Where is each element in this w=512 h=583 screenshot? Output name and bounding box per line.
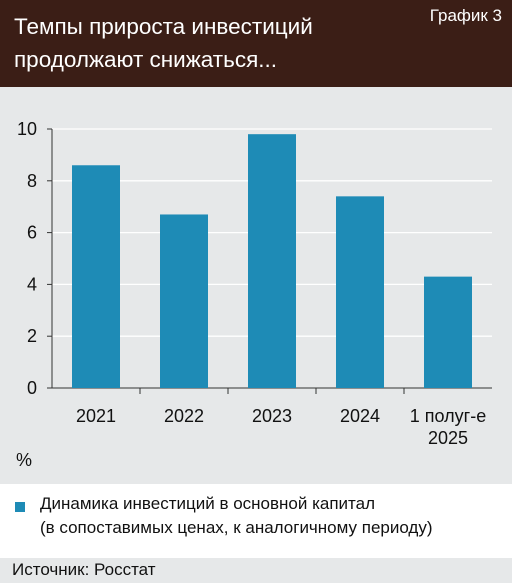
bar — [424, 276, 472, 388]
legend-swatch — [15, 502, 25, 512]
chart-title: Темпы прироста инвестиций продолжают сни… — [14, 14, 313, 72]
legend: Динамика инвестиций в основной капитал (… — [0, 484, 512, 558]
y-tick-label: 6 — [27, 223, 37, 243]
y-tick-label: 4 — [27, 274, 37, 294]
bar-chart: 0 2 4 6 8 10 2021 2022 2023 2024 1 полуг-е 2025% — [16, 119, 492, 470]
source-bar: Источник: Росстат — [0, 558, 512, 583]
x-tick-label: 2022 — [164, 406, 204, 426]
x-tick-label: 1 полуг-е 2025 — [410, 406, 486, 448]
bar — [336, 196, 384, 388]
bar — [160, 214, 208, 388]
x-tick-label: 2024 — [340, 406, 380, 426]
y-tick-label: 0 — [27, 378, 37, 398]
y-tick-label: 10 — [17, 119, 37, 139]
source-text: Источник: Росстат — [12, 560, 156, 579]
chart-header: Темпы прироста инвестиций продолжают сни… — [0, 0, 512, 87]
x-tick-label: 2023 — [252, 406, 292, 426]
bar — [248, 134, 296, 388]
chart-number: График 3 — [429, 6, 502, 25]
y-axis-label: % — [16, 450, 32, 470]
y-tick-label: 8 — [27, 171, 37, 191]
legend-line-2: (в сопоставимых ценах, к аналогичному пе… — [40, 518, 433, 537]
x-tick-label: 2021 — [76, 406, 116, 426]
legend-label: Динамика инвестиций в основной капитал (… — [40, 492, 500, 540]
y-tick-label: 2 — [27, 326, 37, 346]
legend-line-1: Динамика инвестиций в основной капитал — [40, 494, 376, 513]
bar — [72, 165, 120, 388]
